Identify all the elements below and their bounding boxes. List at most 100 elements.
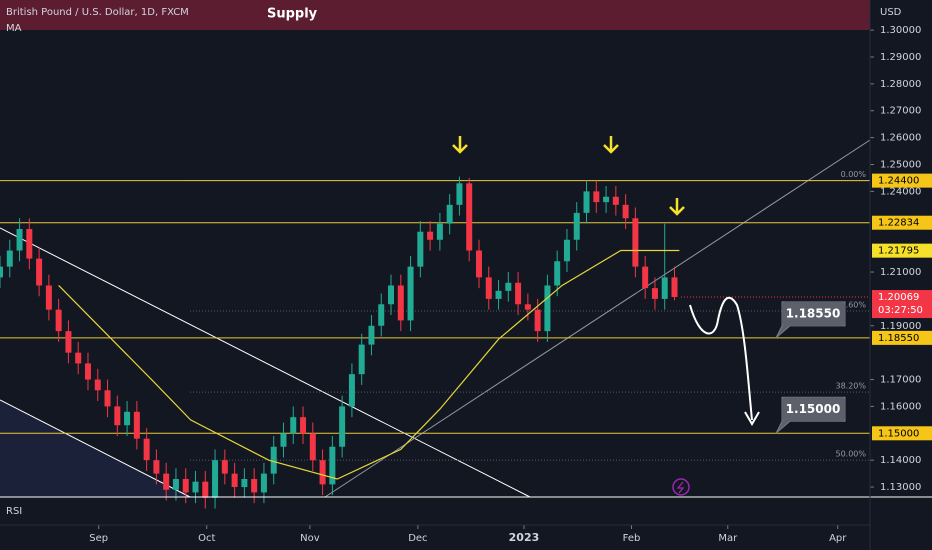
supply-label: Supply: [267, 7, 318, 22]
countdown: 03:27:50: [878, 305, 923, 316]
candle-body: [75, 352, 82, 364]
level-tag-box: [872, 215, 932, 230]
candle-body: [544, 285, 551, 332]
candle-body: [65, 331, 72, 353]
candle-body: [45, 285, 52, 310]
candle-body: [358, 344, 365, 375]
channel-line: [0, 227, 531, 498]
candle-body: [642, 266, 649, 289]
candle-body: [485, 277, 492, 299]
candle-body: [339, 406, 346, 447]
level-tag-box: [872, 330, 932, 345]
candle-body: [515, 282, 522, 305]
fib-label: 0.00%: [841, 170, 867, 179]
candle-body: [202, 481, 209, 498]
ma-tag: 1.21795: [878, 246, 919, 257]
candle-body: [212, 460, 219, 498]
x-tick-label: Sep: [89, 533, 108, 544]
candle-body: [554, 261, 561, 286]
callout-label: 1.18550: [786, 306, 841, 320]
candle-body: [622, 204, 629, 219]
x-tick-label: Dec: [408, 533, 427, 544]
candle-body: [495, 290, 502, 299]
candle-body: [172, 478, 179, 490]
candle-body: [319, 460, 326, 485]
candle-body: [94, 379, 101, 391]
candle-body: [182, 478, 189, 493]
indicator-label: MA: [6, 23, 22, 34]
projection-path: [689, 296, 753, 421]
candle-body: [260, 473, 267, 493]
candle-body: [16, 229, 23, 251]
fib-label: 23.60%: [835, 300, 866, 309]
candle-body: [671, 277, 678, 298]
trend-line: [324, 139, 871, 498]
rsi-label: RSI: [6, 506, 22, 517]
candle-body: [348, 374, 355, 407]
candle-body: [241, 478, 248, 488]
x-tick-label: Oct: [198, 533, 215, 544]
candle-body: [388, 285, 395, 305]
candle-body: [309, 433, 316, 461]
candle-body: [0, 266, 3, 278]
y-tick-label: 1.27000: [880, 106, 921, 117]
candle-body: [427, 231, 434, 240]
y-tick-label: 1.21000: [880, 267, 921, 278]
y-tick-label: 1.19000: [880, 321, 921, 332]
level-tag: 1.22834: [878, 218, 919, 229]
y-tick-label: 1.29000: [880, 52, 921, 63]
channel-line: [0, 399, 191, 498]
candle-body: [251, 478, 258, 493]
candle-body: [300, 417, 307, 434]
level-tag: 1.15000: [878, 428, 919, 439]
ma-line: [58, 249, 680, 480]
callout-label: 1.15000: [786, 402, 841, 416]
candle-body: [407, 266, 414, 321]
y-tick-label: 1.30000: [880, 25, 921, 36]
candle-body: [114, 406, 121, 426]
candle-body: [221, 460, 228, 474]
y-tick-label: 1.28000: [880, 79, 921, 90]
candle-body: [104, 390, 111, 407]
candle-body: [563, 239, 570, 262]
y-tick-label: 1.17000: [880, 375, 921, 386]
last-price-box: [872, 290, 932, 319]
candle-body: [55, 309, 62, 332]
currency-label: USD: [880, 7, 902, 18]
candle-body: [26, 229, 33, 259]
candle-body: [397, 285, 404, 321]
candle-body: [270, 446, 277, 474]
y-tick-label: 1.26000: [880, 133, 921, 144]
event-icon[interactable]: [672, 478, 690, 496]
y-tick-label: 1.25000: [880, 160, 921, 171]
candle-body: [505, 282, 512, 291]
level-tag: 1.18550: [878, 333, 919, 344]
y-tick-label: 1.24000: [880, 186, 921, 197]
level-tag-box: [872, 173, 932, 188]
candle-body: [329, 446, 336, 485]
candle-body: [84, 363, 91, 380]
projection-arrow: [744, 411, 760, 426]
candle-body: [524, 304, 531, 310]
candle-body: [651, 288, 658, 299]
candle-body: [163, 473, 170, 490]
callout-rect: [782, 397, 845, 422]
candle-body: [632, 218, 639, 267]
fib-label: 38.20%: [835, 382, 866, 391]
last-price: 1.20069: [878, 292, 919, 303]
candle-body: [436, 223, 443, 240]
candle-body: [231, 473, 238, 488]
candle-body: [280, 433, 287, 447]
candle-body: [290, 417, 297, 434]
fib-label: 50.00%: [835, 450, 866, 459]
candle-body: [456, 183, 463, 205]
candle-body: [573, 212, 580, 240]
candle-body: [534, 309, 541, 332]
candle-body: [133, 411, 140, 439]
y-tick-label: 1.13000: [880, 482, 921, 493]
symbol-title: British Pound / U.S. Dollar, 1D, FXCM: [6, 7, 189, 18]
x-tick-label: 2023: [509, 531, 540, 544]
candle-body: [603, 196, 610, 203]
